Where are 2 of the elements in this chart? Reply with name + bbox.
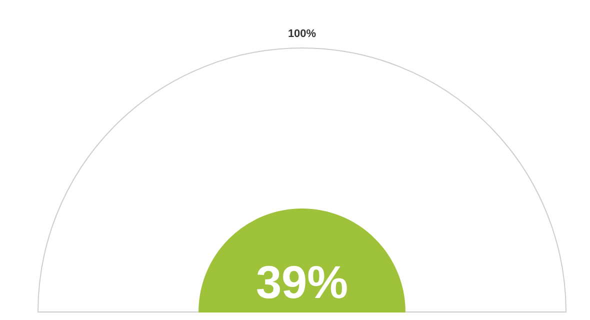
data-label: 100%	[288, 28, 316, 40]
data-label: 39%	[256, 256, 348, 308]
